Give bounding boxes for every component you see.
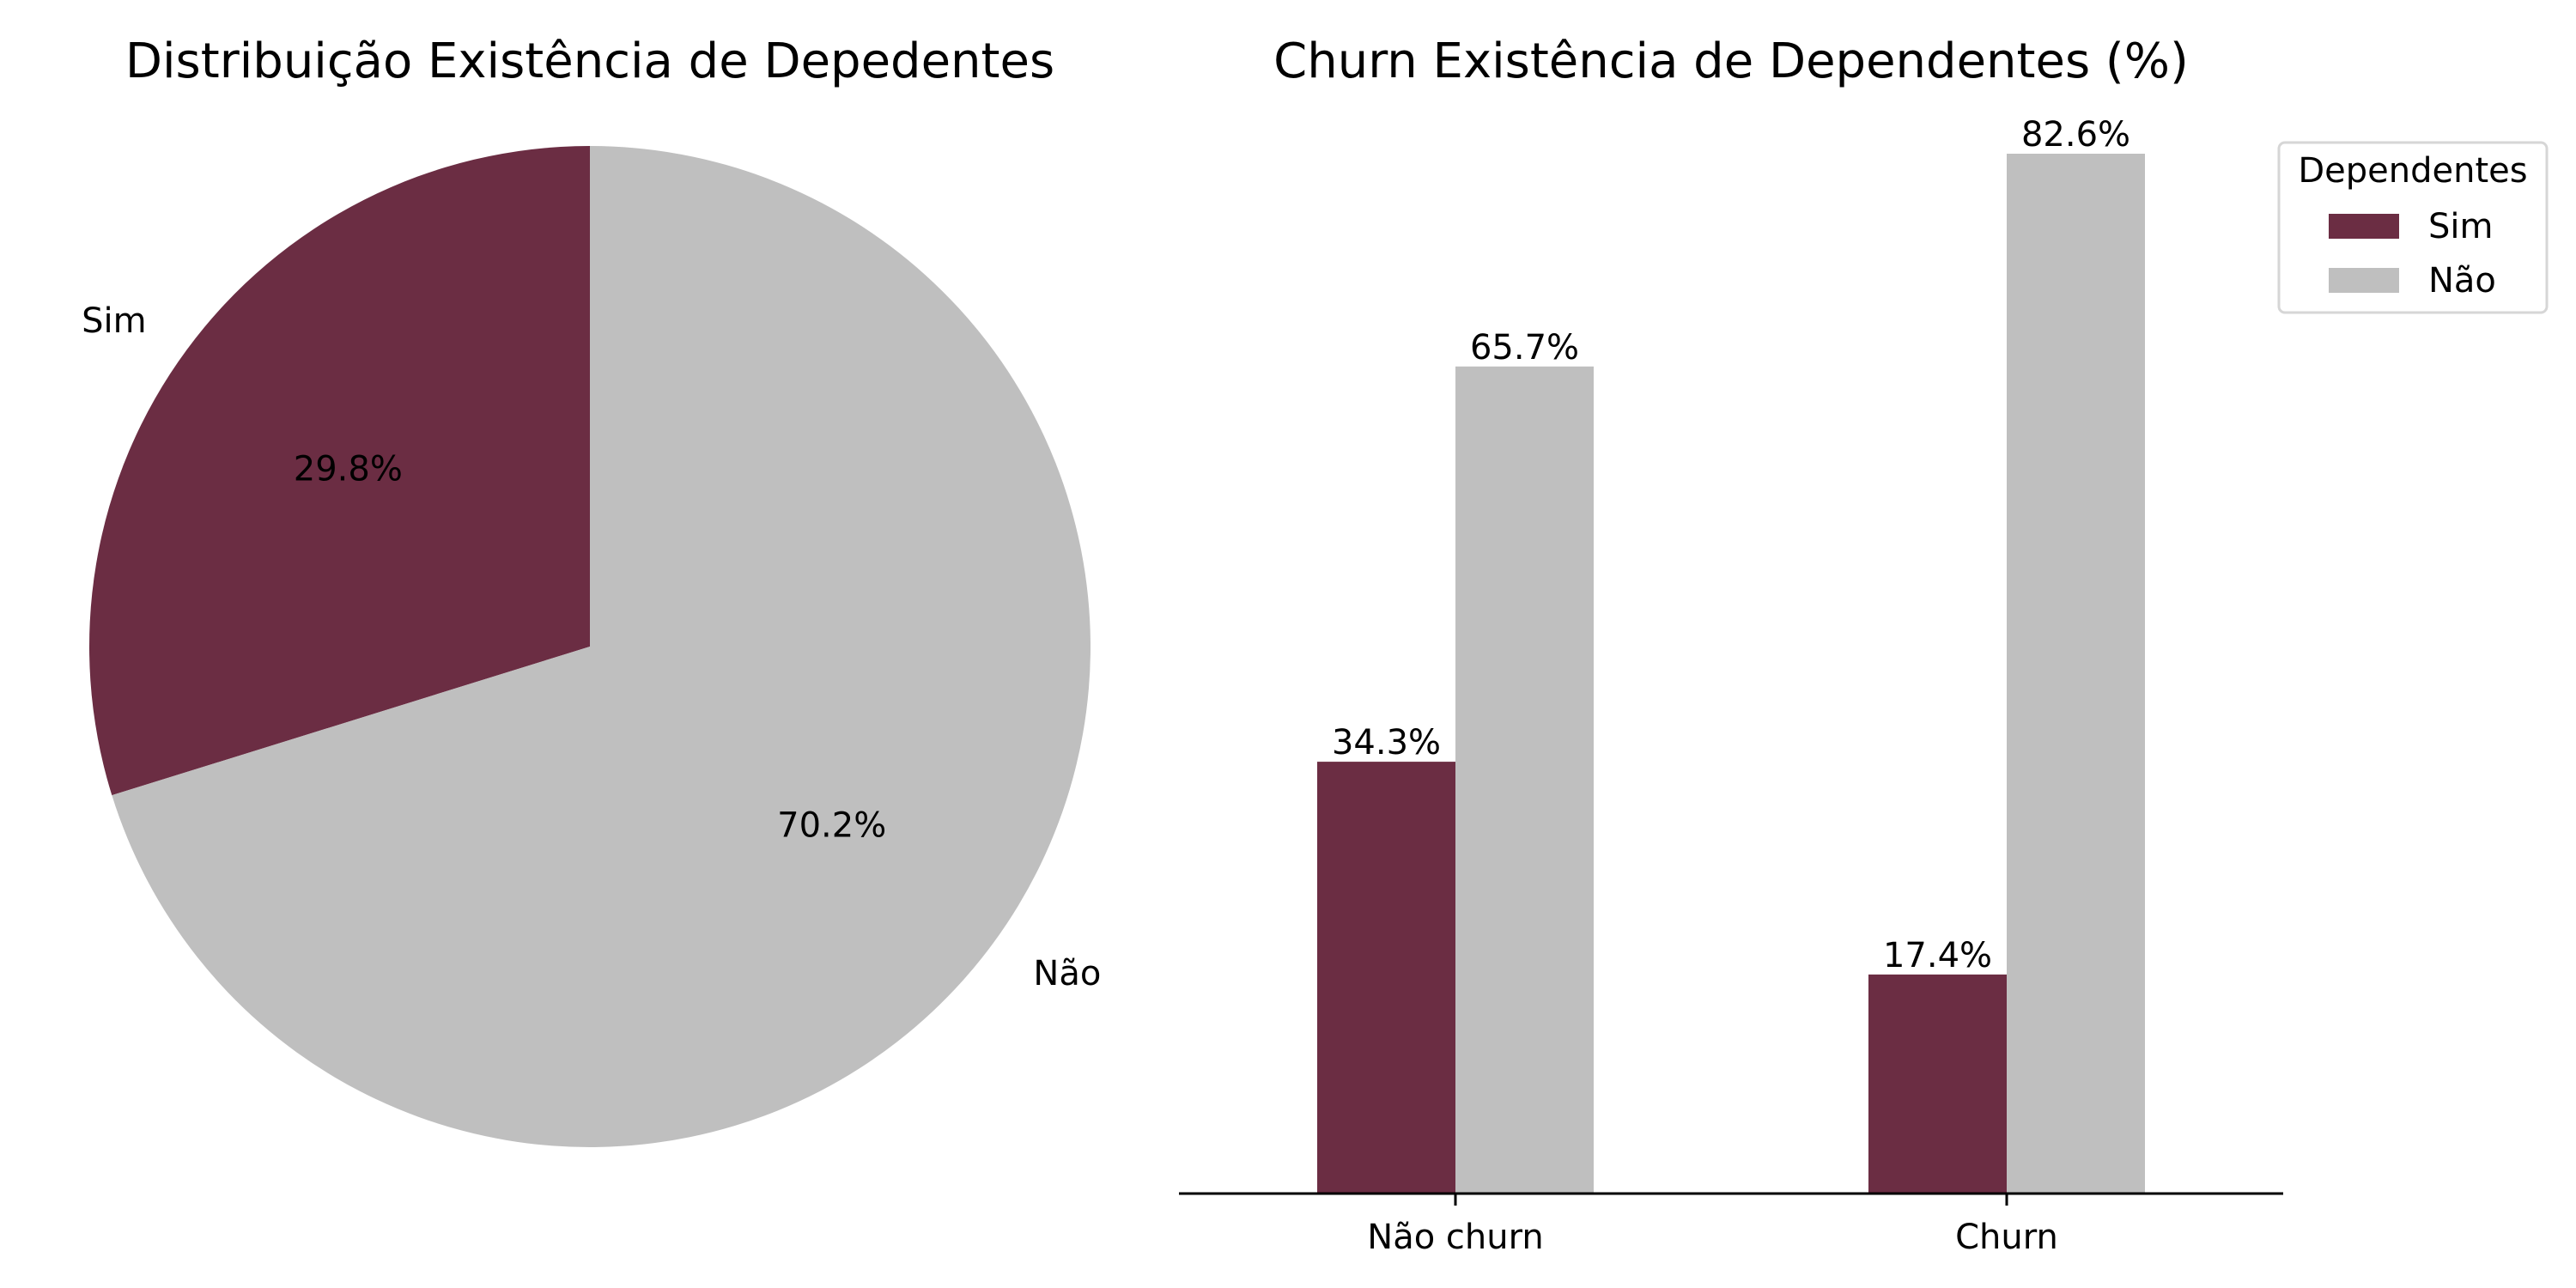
bar-label-churn-nao: 82.6% bbox=[2021, 115, 2130, 155]
x-tick-label-nao-churn: Não churn bbox=[1367, 1218, 1543, 1257]
bar-label-nao-churn-sim: 34.3% bbox=[1332, 723, 1441, 762]
pie-labels: Sim 29.8% Não 70.2% bbox=[82, 301, 1101, 993]
bar-chart-title: Churn Existência de Dependentes (%) bbox=[1273, 33, 2189, 89]
bar-label-churn-sim: 17.4% bbox=[1883, 936, 1992, 975]
pie-pct-label-nao: 70.2% bbox=[777, 805, 886, 845]
bar-nao-churn-sim bbox=[1317, 762, 1455, 1194]
legend-swatch-nao bbox=[2329, 268, 2399, 293]
bar-nao-churn-nao bbox=[1455, 366, 1594, 1194]
pie-label-nao: Não bbox=[1033, 954, 1101, 993]
bar-label-nao-churn-nao: 65.7% bbox=[1470, 328, 1579, 368]
bar-churn-nao bbox=[2007, 154, 2145, 1194]
pie-chart-title: Distribuição Existência de Depedentes bbox=[125, 33, 1054, 89]
x-axis-ticks: Não churn Churn bbox=[1367, 1194, 2058, 1257]
pie-slice-nao bbox=[112, 146, 1091, 1147]
legend-label-nao: Não bbox=[2428, 261, 2496, 301]
pie-slice-sim bbox=[88, 146, 590, 796]
pie-chart: Distribuição Existência de Depedentes Si… bbox=[82, 33, 1101, 1147]
bars bbox=[1317, 154, 2145, 1194]
pie-label-sim: Sim bbox=[82, 301, 146, 341]
bar-chart: Churn Existência de Dependentes (%) 34.3… bbox=[1179, 33, 2549, 1257]
x-tick-label-churn: Churn bbox=[1955, 1218, 2058, 1257]
legend: Dependentes Sim Não bbox=[2277, 141, 2549, 314]
bar-churn-sim bbox=[1868, 974, 2007, 1194]
pie-slices bbox=[88, 146, 1091, 1147]
legend-swatch-sim bbox=[2329, 214, 2399, 239]
legend-label-sim: Sim bbox=[2428, 207, 2493, 246]
pie-pct-label-sim: 29.8% bbox=[294, 450, 403, 489]
legend-title: Dependentes bbox=[2298, 151, 2527, 191]
bar-value-labels: 34.3% 65.7% 17.4% 82.6% bbox=[1332, 115, 2130, 975]
